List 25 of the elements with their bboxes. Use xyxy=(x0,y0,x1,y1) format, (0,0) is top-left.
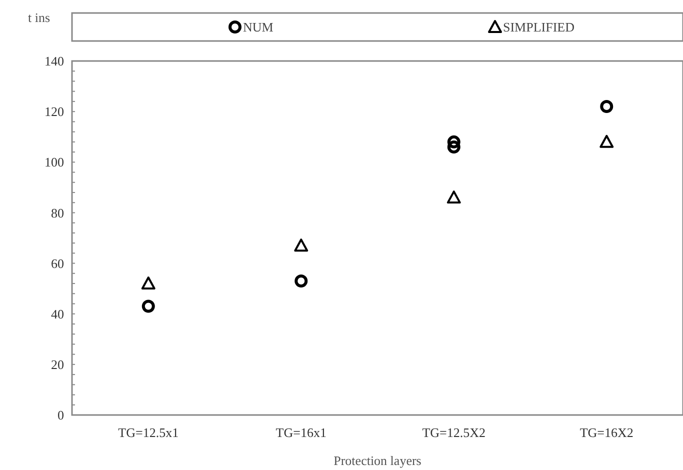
x-tick-label: TG=12.5x1 xyxy=(118,425,179,440)
legend-label: NUM xyxy=(243,20,274,35)
x-tick-label: TG=16x1 xyxy=(276,425,326,440)
point xyxy=(141,276,156,290)
y-tick-label: 120 xyxy=(44,104,64,120)
point xyxy=(600,134,614,148)
y-tick-label: 100 xyxy=(44,154,64,170)
legend-label: SIMPLIFIED xyxy=(503,20,575,35)
point xyxy=(446,190,461,204)
point xyxy=(142,300,155,313)
x-tick-label: TG=12.5X2 xyxy=(422,425,486,440)
point xyxy=(294,274,308,288)
y-tick-label: 80 xyxy=(51,205,64,220)
point xyxy=(447,135,460,148)
y-axis-title: t ins xyxy=(28,10,50,25)
y-tick-label: 60 xyxy=(51,256,64,271)
point xyxy=(447,140,460,154)
x-tick-label: TG=16X2 xyxy=(580,425,634,440)
y-tick-label: 40 xyxy=(51,306,64,322)
y-tick-label: 0 xyxy=(58,408,64,423)
y-tick-label: 20 xyxy=(51,356,64,372)
point xyxy=(600,100,614,114)
y-tick-label: 140 xyxy=(44,54,64,69)
x-axis-title: Protection layers xyxy=(334,453,422,468)
point xyxy=(294,238,308,252)
